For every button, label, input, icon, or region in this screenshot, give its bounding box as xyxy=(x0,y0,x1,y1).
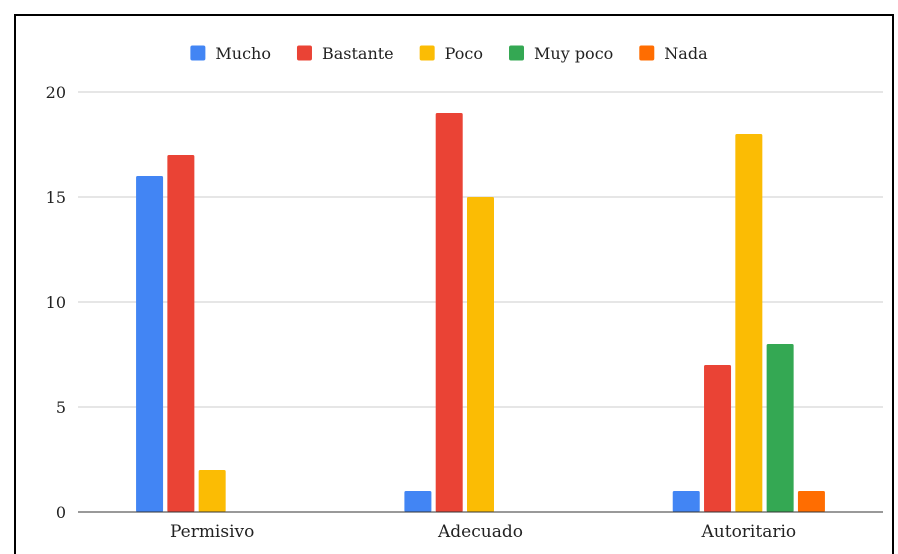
legend-item-nada: Nada xyxy=(639,44,708,63)
bar-mucho-adecuado xyxy=(404,491,432,512)
legend-label: Mucho xyxy=(215,44,271,63)
bar-nada-autoritario xyxy=(797,491,825,512)
legend-item-mucho: Mucho xyxy=(190,44,271,63)
bar-poco-permisivo xyxy=(198,470,226,512)
bar-poco-adecuado xyxy=(467,197,494,512)
y-tick-label: 5 xyxy=(56,398,66,417)
x-category-label: Adecuado xyxy=(437,522,523,539)
bar-mucho-autoritario xyxy=(672,491,700,512)
y-tick-label: 15 xyxy=(46,188,66,207)
x-category-label: Permisivo xyxy=(170,522,254,539)
y-tick-label: 0 xyxy=(56,503,66,522)
legend-swatch xyxy=(190,45,206,61)
y-tick-label: 20 xyxy=(46,83,66,102)
legend-item-muy-poco: Muy poco xyxy=(509,44,613,63)
legend-swatch xyxy=(296,45,312,61)
legend-label: Nada xyxy=(664,44,708,63)
bars xyxy=(136,113,825,512)
bar-muy-poco-autoritario xyxy=(766,344,794,512)
legend-swatch xyxy=(639,45,655,61)
legend-label: Bastante xyxy=(322,44,394,63)
legend-label: Poco xyxy=(445,44,483,63)
y-tick-label: 10 xyxy=(46,293,66,312)
legend-swatch xyxy=(419,45,435,61)
bar-bastante-autoritario xyxy=(704,365,732,512)
bar-bastante-adecuado xyxy=(435,113,463,512)
bar-mucho-permisivo xyxy=(136,176,164,512)
legend-swatch xyxy=(509,45,525,61)
y-axis-tick-labels: 0 5 10 15 20 xyxy=(46,83,66,522)
bar-chart: 0 5 10 15 20 Permisivo Adecuado Autoritario Mu… xyxy=(46,44,883,539)
x-axis-category-labels: Permisivo Adecuado Autoritario xyxy=(170,522,796,539)
legend: Mucho Bastante Poco Muy poco Nada xyxy=(190,44,708,63)
bar-bastante-permisivo xyxy=(167,155,195,512)
legend-label: Muy poco xyxy=(534,44,613,63)
x-category-label: Autoritario xyxy=(701,522,797,539)
bar-poco-autoritario xyxy=(735,134,763,512)
legend-item-bastante: Bastante xyxy=(296,44,394,63)
legend-item-poco: Poco xyxy=(419,44,483,63)
